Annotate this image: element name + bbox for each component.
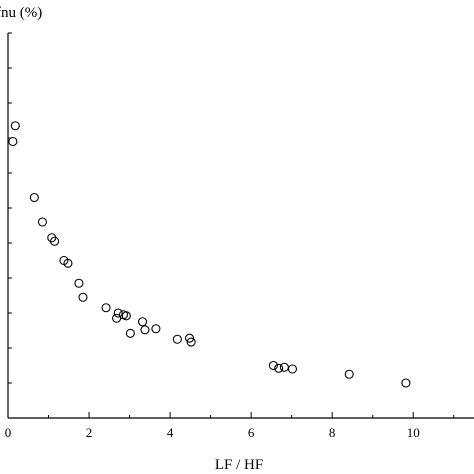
data-point — [401, 378, 411, 388]
data-point — [274, 363, 284, 373]
axes — [7, 33, 474, 419]
data-point — [37, 217, 47, 227]
data-point — [63, 258, 73, 268]
data-point — [137, 317, 148, 327]
y-axis-title: fnu (%) — [0, 5, 42, 21]
x-axis-title: LF / HF — [215, 457, 263, 473]
data-point — [121, 311, 131, 321]
data-point — [10, 121, 20, 131]
x-axis-ticks: 0 2 4 6 8 10 — [5, 412, 455, 440]
x-tick-label: 10 — [407, 425, 420, 440]
data-point — [279, 362, 289, 372]
data-point — [151, 324, 161, 334]
data-point — [74, 278, 84, 288]
x-tick-label: 2 — [86, 425, 93, 440]
data-point — [50, 236, 60, 246]
data-point — [140, 325, 150, 335]
data-point — [268, 360, 278, 371]
data-point — [172, 334, 182, 344]
data-point — [125, 328, 135, 338]
x-tick-label: 4 — [167, 425, 174, 440]
data-point — [78, 292, 88, 302]
data-point — [101, 303, 111, 313]
data-points — [8, 121, 411, 388]
x-tick-label: 6 — [248, 425, 255, 440]
data-point — [113, 308, 123, 318]
data-point — [29, 192, 39, 203]
x-tick-label: 8 — [329, 425, 336, 440]
data-point — [287, 364, 298, 374]
data-point — [186, 337, 196, 347]
x-tick-label: 0 — [5, 425, 12, 440]
data-point — [8, 136, 18, 147]
data-point — [344, 369, 354, 379]
